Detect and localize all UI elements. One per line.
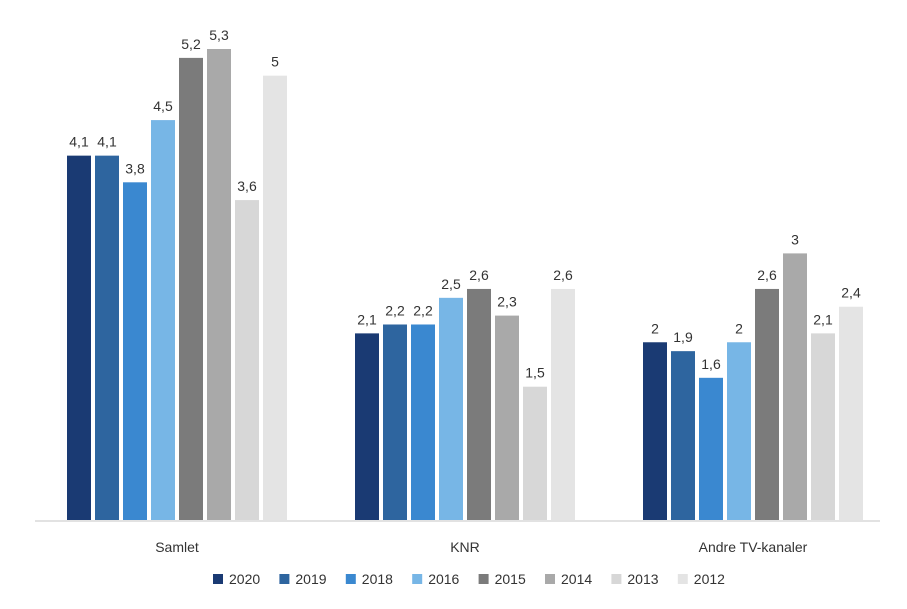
bar-2018-samlet	[123, 182, 147, 520]
legend-label-2012: 2012	[694, 571, 725, 587]
bar-2012-andre-tv-kanaler	[839, 306, 863, 520]
value-label: 2,3	[497, 294, 517, 310]
legend: 2020 2019 2018 2016 2015 2014 2013 2012	[213, 571, 725, 587]
legend-swatch-2018	[345, 574, 356, 584]
bar-2018-andre-tv-kanaler	[699, 377, 723, 520]
bar-2013-samlet	[235, 200, 259, 520]
bar-2019-knr	[383, 324, 407, 520]
bar-2016-knr	[439, 297, 463, 520]
value-label: 2,1	[813, 311, 833, 327]
value-label: 1,5	[525, 365, 545, 381]
value-label: 5,2	[181, 36, 201, 52]
value-label: 1,9	[673, 329, 693, 345]
value-label: 1,6	[701, 356, 721, 372]
bar-2013-knr	[523, 386, 547, 520]
value-label: 2,6	[757, 267, 777, 283]
value-labels-group: 4,1 2,1 2 4,1 2,2 1,9 3,8 2,2 1,6 4,5 2,5 2 5,2 2,6 2,…	[69, 27, 861, 381]
bars-group	[67, 49, 863, 521]
value-label: 2,1	[357, 311, 377, 327]
value-label: 5	[271, 54, 279, 70]
value-label: 2,5	[441, 276, 461, 292]
bar-2015-samlet	[179, 57, 203, 521]
value-label: 2	[651, 320, 659, 336]
bar-2015-andre-tv-kanaler	[755, 288, 779, 520]
value-label: 5,3	[209, 27, 229, 43]
bar-2012-knr	[551, 288, 575, 520]
bar-2019-andre-tv-kanaler	[671, 351, 695, 520]
category-label: KNR	[450, 539, 480, 555]
legend-swatch-2020	[213, 574, 223, 584]
category-label: Andre TV-kanaler	[699, 539, 808, 555]
value-label: 2	[735, 320, 743, 336]
legend-swatch-2019	[279, 574, 290, 584]
legend-label-2013: 2013	[627, 571, 658, 587]
legend-label-2019: 2019	[295, 571, 326, 587]
bar-2020-andre-tv-kanaler	[643, 342, 667, 520]
legend-swatch-2012	[677, 574, 688, 584]
legend-label-2014: 2014	[561, 571, 592, 587]
legend-label-2016: 2016	[428, 571, 459, 587]
legend-swatch-2014	[545, 574, 555, 584]
bar-2018-knr	[411, 324, 435, 520]
bar-2014-samlet	[207, 49, 231, 520]
value-label: 3	[791, 231, 799, 247]
value-label: 2,2	[385, 302, 405, 318]
bar-2016-samlet	[151, 120, 175, 521]
bar-2020-knr	[355, 333, 379, 520]
value-label: 4,1	[97, 134, 117, 150]
value-label: 2,6	[469, 267, 489, 283]
bar-2014-andre-tv-kanaler	[783, 253, 807, 520]
bar-2014-knr	[495, 315, 519, 520]
legend-swatch-2015	[478, 574, 489, 584]
bar-2012-samlet	[263, 75, 287, 521]
bar-2020-samlet	[67, 155, 91, 520]
category-labels-group: Samlet KNR Andre TV-kanaler	[155, 539, 807, 555]
legend-label-2020: 2020	[229, 571, 260, 587]
legend-label-2015: 2015	[495, 571, 526, 587]
value-label: 3,8	[125, 160, 145, 176]
legend-label-2018: 2018	[362, 571, 393, 587]
value-label: 4,1	[69, 134, 89, 150]
bar-2016-andre-tv-kanaler	[727, 342, 751, 520]
legend-swatch-2016	[412, 574, 423, 584]
value-label: 4,5	[153, 98, 173, 114]
value-label: 2,2	[413, 302, 433, 318]
category-label: Samlet	[155, 539, 199, 555]
value-label: 2,4	[841, 285, 861, 301]
value-label: 3,6	[237, 178, 257, 194]
bar-2015-knr	[467, 288, 491, 520]
bar-2019-samlet	[95, 155, 119, 520]
legend-swatch-2013	[611, 574, 622, 584]
value-label: 2,6	[553, 267, 573, 283]
bar-2013-andre-tv-kanaler	[811, 333, 835, 520]
